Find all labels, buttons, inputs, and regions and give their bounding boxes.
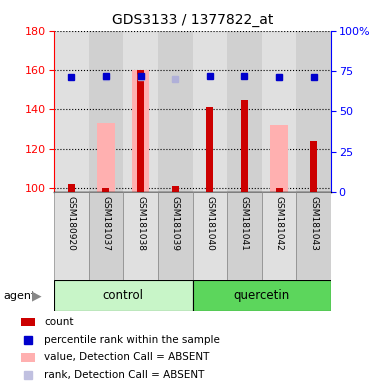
Bar — [68, 184, 75, 192]
Bar — [54, 31, 89, 192]
Bar — [54, 280, 192, 311]
Text: GSM181039: GSM181039 — [171, 195, 180, 250]
Text: GSM181042: GSM181042 — [275, 195, 284, 250]
Text: GSM181041: GSM181041 — [240, 195, 249, 250]
Bar — [262, 31, 296, 192]
Text: agent: agent — [4, 291, 36, 301]
Text: count: count — [44, 317, 74, 327]
Text: GSM181038: GSM181038 — [136, 195, 145, 250]
Bar — [102, 188, 109, 192]
Bar — [132, 70, 149, 192]
Bar — [21, 318, 35, 326]
Bar — [158, 192, 192, 280]
Bar — [54, 192, 89, 280]
Text: control: control — [103, 289, 144, 302]
Bar — [206, 108, 213, 192]
Text: GSM181043: GSM181043 — [309, 195, 318, 250]
Text: percentile rank within the sample: percentile rank within the sample — [44, 334, 220, 344]
Bar — [241, 99, 248, 192]
Bar — [192, 31, 227, 192]
Bar — [296, 31, 331, 192]
Bar — [21, 353, 35, 362]
Bar — [227, 31, 262, 192]
Text: quercetin: quercetin — [234, 289, 290, 302]
Bar — [89, 31, 123, 192]
Text: GSM181040: GSM181040 — [205, 195, 214, 250]
Bar — [310, 141, 317, 192]
Bar — [172, 186, 179, 192]
Bar — [123, 192, 158, 280]
Bar — [158, 31, 192, 192]
Bar — [227, 192, 262, 280]
Bar — [296, 192, 331, 280]
Bar — [262, 192, 296, 280]
Text: ▶: ▶ — [32, 289, 42, 302]
Text: GSM181037: GSM181037 — [101, 195, 110, 250]
Text: GSM180920: GSM180920 — [67, 195, 76, 250]
Text: rank, Detection Call = ABSENT: rank, Detection Call = ABSENT — [44, 370, 204, 380]
Bar — [192, 192, 227, 280]
Bar — [97, 123, 115, 192]
Bar — [192, 280, 331, 311]
Bar — [89, 192, 123, 280]
Bar — [276, 188, 283, 192]
Bar — [137, 70, 144, 192]
Text: GDS3133 / 1377822_at: GDS3133 / 1377822_at — [112, 13, 273, 27]
Bar — [271, 125, 288, 192]
Bar — [123, 31, 158, 192]
Text: value, Detection Call = ABSENT: value, Detection Call = ABSENT — [44, 353, 209, 362]
